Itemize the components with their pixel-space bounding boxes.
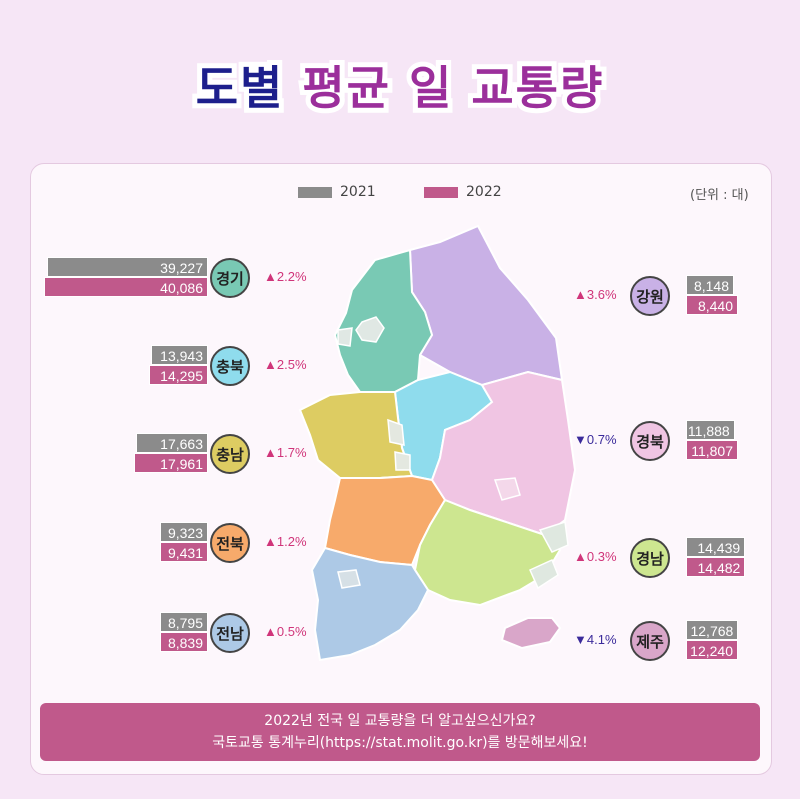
change-label: ▲1.7% [264,445,307,460]
bar-2022-5: 8,440 [686,295,738,315]
map-region-gyeongnam [413,498,562,607]
region-badge: 충북 [210,346,250,386]
legend-label-2022: 2022 [466,184,502,200]
bar-2021-0: 39,227 [47,257,208,277]
map-region-sejong [387,418,405,446]
map-region-daegu [493,477,521,501]
map-region-ulsan [538,521,569,553]
page-title: 도별 평균 일 교통량 [0,52,800,120]
bar-2022-2: 17,961 [134,453,208,473]
change-label: ▼4.1% [574,632,617,647]
bar-2022-7: 14,482 [686,557,746,577]
bar-2021-4: 8,795 [160,612,208,632]
map-region-jeonbuk [323,474,447,567]
change-label: ▲0.3% [574,549,617,564]
region-badge: 제주 [630,621,670,661]
bar-2022-3: 9,431 [160,542,208,562]
map-region-jeju [500,617,562,650]
region-badge: 강원 [630,276,670,316]
bar-2022-0: 40,086 [43,277,208,297]
region-badge: 경남 [630,538,670,578]
bar-2022-8: 12,240 [686,640,738,660]
bar-2022-4: 8,839 [160,632,208,652]
legend-item-2022: 2022 [424,184,502,200]
bar-2021-3: 9,323 [160,522,208,542]
map-region-jeonnam [310,546,430,662]
change-label: ▲0.5% [264,624,307,639]
bar-2021-6: 11,888 [686,420,735,440]
map-region-gangwon [408,224,564,387]
map-region-gwangju [337,569,361,589]
legend-swatch-2022 [424,186,458,198]
legend-swatch-2021 [298,186,332,198]
unit-label: (단위 : 대) [690,188,749,203]
map-region-daejeon [394,451,411,471]
change-label: ▲2.5% [264,357,307,372]
map-region-incheon [337,327,353,347]
bar-2021-7: 14,439 [686,537,746,557]
legend-label-2021: 2021 [340,184,376,200]
legend-item-2021: 2021 [298,184,376,200]
change-label: ▼0.7% [574,432,617,447]
region-badge: 경북 [630,421,670,461]
footer-banner: 2022년 전국 일 교통량을 더 알고싶으신가요? 국토교통 통계누리(htt… [40,703,760,761]
bar-2021-5: 8,148 [686,275,734,295]
region-badge: 경기 [210,258,250,298]
change-label: ▲1.2% [264,534,307,549]
bar-2022-6: 11,807 [686,440,738,460]
bar-2021-2: 17,663 [135,433,208,453]
bar-2021-1: 13,943 [150,345,208,365]
footer-line1: 2022년 전국 일 교통량을 더 알고싶으신가요? [264,713,536,729]
map-region-busan [529,558,559,590]
change-label: ▲3.6% [574,287,617,302]
title-part2: 평균 일 교통량 [297,56,607,120]
region-badge: 충남 [210,434,250,474]
change-label: ▲2.2% [264,269,307,284]
footer-line2: 국토교통 통계누리(https://stat.molit.go.kr)를 방문해… [212,735,588,751]
bar-2021-8: 12,768 [686,620,739,640]
map-region-seoul [355,316,385,343]
region-badge: 전남 [210,613,250,653]
region-badge: 전북 [210,523,250,563]
bar-2022-1: 14,295 [149,365,208,385]
title-part1: 도별 [191,56,288,120]
